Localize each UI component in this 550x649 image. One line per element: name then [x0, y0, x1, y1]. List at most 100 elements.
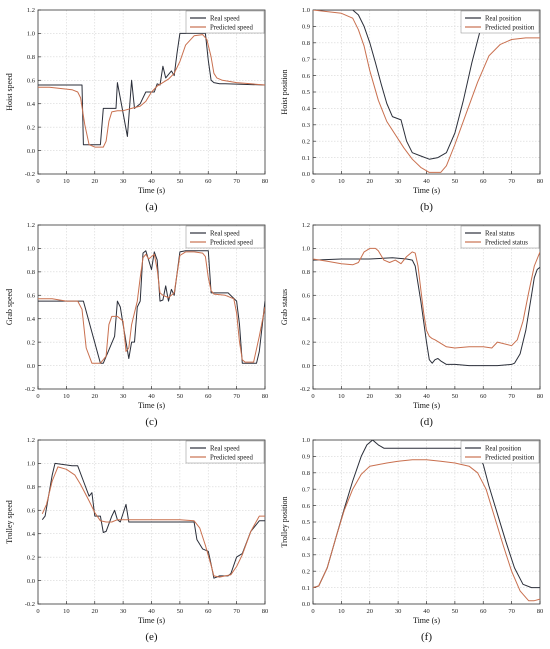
x-tick-label: 30	[120, 393, 127, 400]
y-tick-label: -0.2	[25, 601, 35, 608]
x-tick-label: 10	[63, 178, 70, 185]
x-tick-label: 60	[480, 393, 487, 400]
y-tick-label: 0.9	[302, 24, 310, 31]
chart-svg: 0 10 20 30 40 50 60 70 80 -0.2 0.0 0.2 0.4 0.6 0.8 1.0 1…	[5, 437, 269, 643]
x-tick-label: 30	[395, 393, 402, 400]
y-tick-label: 0.0	[27, 363, 35, 370]
chart-svg: 0 10 20 30 40 50 60 70 80 -0.2 0.0 0.2 0.4 0.6 0.8 1.0 1…	[280, 222, 544, 428]
grid-lines	[313, 10, 540, 174]
legend-label: Predicted position	[485, 24, 535, 31]
y-tick-label: 0.4	[27, 531, 36, 538]
series-group	[41, 462, 265, 579]
y-tick-label: 0.4	[302, 106, 311, 113]
legend: Real speed Predicted speed	[185, 10, 265, 34]
y-tick-label: 0.0	[302, 363, 310, 370]
y-tick-label: 0.0	[27, 148, 35, 155]
y-tick-label: 0.2	[302, 138, 310, 145]
x-tick-label: 0	[311, 608, 314, 615]
series-line-predicted-status	[313, 247, 540, 349]
x-tick-label: 50	[452, 608, 459, 615]
panel-label: (b)	[420, 201, 433, 213]
y-tick-label: 0.6	[27, 292, 36, 299]
x-tick-label: 70	[233, 178, 240, 185]
y-tick-label: 0.1	[302, 155, 310, 162]
y-tick-label: 1.2	[27, 437, 35, 444]
y-tick-label: 0.4	[27, 101, 36, 108]
panel-label: (e)	[145, 631, 158, 643]
chart-panel-2: 0 10 20 30 40 50 60 70 80 0.0 0.1 0.2 0.3 0.4 0.5 0.6 0.…	[275, 0, 550, 218]
chart-svg: 0 10 20 30 40 50 60 70 80 0.0 0.1 0.2 0.3 0.4 0.5 0.6 0.…	[280, 7, 544, 213]
x-axis-label: Time (s)	[413, 616, 440, 625]
x-tick-label: 60	[480, 608, 487, 615]
x-tick-label: 60	[205, 608, 212, 615]
panel-label: (c)	[145, 416, 158, 428]
y-tick-label: -0.2	[25, 171, 35, 178]
y-tick-label: 1.2	[27, 222, 35, 229]
y-tick-label: 0.0	[27, 578, 35, 585]
x-tick-label: 80	[262, 608, 269, 615]
panel-label: (d)	[420, 416, 433, 428]
x-axis-label: Time (s)	[138, 186, 165, 195]
y-tick-label: 0.6	[27, 77, 36, 84]
legend-label: Real status	[485, 230, 515, 237]
x-tick-label: 80	[537, 608, 544, 615]
chart-svg: 0 10 20 30 40 50 60 70 80 -0.2 0.0 0.2 0.4 0.6 0.8 1.0 1…	[5, 7, 268, 213]
y-tick-label: 1.0	[302, 7, 310, 14]
x-tick-label: 50	[177, 393, 184, 400]
legend-label: Predicted status	[485, 239, 528, 246]
chart-panel-1: 0 10 20 30 40 50 60 70 80 -0.2 0.0 0.2 0.4 0.6 0.8 1.0 1…	[0, 0, 275, 218]
legend-label: Real position	[485, 445, 522, 452]
y-tick-label: -0.2	[300, 386, 310, 393]
x-tick-label: 0	[36, 178, 39, 185]
y-axis-label: Trolley position	[280, 496, 289, 547]
y-tick-label: 0.3	[302, 122, 310, 129]
legend: Real position Predicted position	[460, 440, 540, 464]
legend-label: Real position	[485, 15, 522, 22]
x-tick-label: 40	[423, 178, 430, 185]
x-tick-label: 0	[311, 393, 314, 400]
y-tick-label: 0.2	[27, 124, 35, 131]
y-tick-label: 0.2	[302, 568, 310, 575]
panel-label: (a)	[145, 201, 158, 213]
x-tick-label: 10	[63, 393, 70, 400]
y-tick-label: 0.0	[302, 171, 310, 178]
y-axis-label: Grab status	[280, 289, 289, 325]
x-tick-label: 40	[423, 393, 430, 400]
x-tick-label: 40	[148, 608, 155, 615]
x-tick-label: 40	[423, 608, 430, 615]
y-tick-label: 0.0	[302, 601, 310, 608]
chart-panel-5: 0 10 20 30 40 50 60 70 80 -0.2 0.0 0.2 0.4 0.6 0.8 1.0 1…	[0, 430, 275, 648]
series-line-real-status	[313, 257, 540, 367]
series-line-predicted-speed	[38, 251, 265, 364]
y-tick-label: 0.2	[302, 339, 310, 346]
x-tick-label: 70	[508, 608, 515, 615]
x-tick-label: 70	[233, 393, 240, 400]
grid-lines	[313, 440, 540, 604]
y-tick-label: 0.7	[302, 56, 311, 63]
x-tick-label: 0	[311, 178, 314, 185]
x-tick-label: 80	[537, 178, 544, 185]
series-line-real-speed	[38, 32, 265, 146]
y-axis-label: Trolley speed	[5, 500, 14, 543]
y-tick-label: 0.8	[302, 470, 310, 477]
series-group	[313, 247, 540, 367]
y-tick-label: 0.6	[302, 292, 311, 299]
x-tick-label: 70	[233, 608, 240, 615]
legend-label: Real speed	[210, 230, 240, 237]
y-tick-label: 0.8	[27, 54, 35, 61]
x-tick-label: 70	[508, 178, 515, 185]
grid-lines	[313, 225, 540, 389]
legend-label: Predicted speed	[210, 454, 253, 461]
x-tick-label: 60	[480, 178, 487, 185]
x-tick-label: 10	[63, 608, 70, 615]
y-axis-label: Hoist speed	[5, 73, 14, 111]
x-tick-label: 80	[537, 393, 544, 400]
x-tick-label: 10	[338, 608, 345, 615]
series-line-real-speed	[41, 462, 265, 579]
legend-label: Predicted position	[485, 454, 535, 461]
series-line-predicted-speed	[38, 34, 265, 148]
legend-label: Predicted speed	[210, 239, 253, 246]
panel-label: (f)	[421, 631, 432, 643]
x-tick-label: 50	[177, 608, 184, 615]
